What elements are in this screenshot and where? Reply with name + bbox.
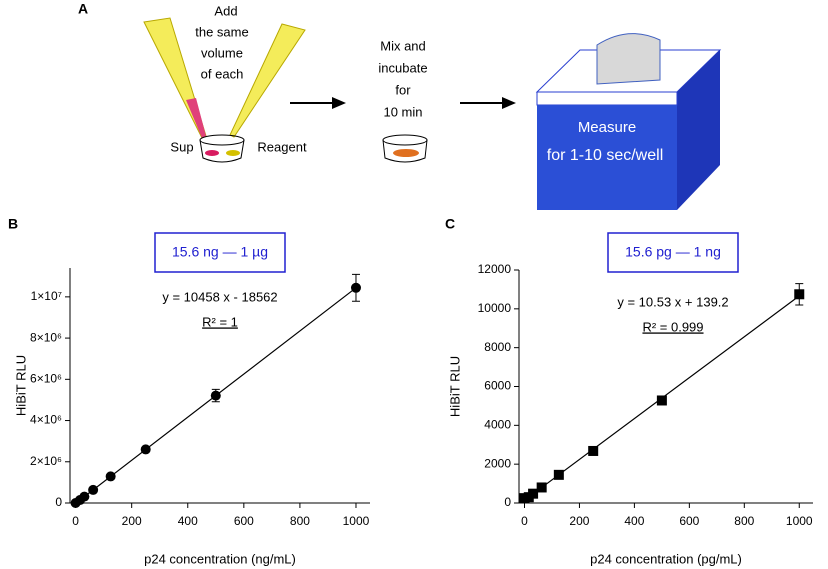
arrowhead	[332, 97, 346, 109]
y-tick-label: 0	[504, 495, 511, 509]
r-squared: R² = 0.999	[642, 319, 703, 334]
sup-label: Sup	[170, 139, 193, 154]
step1-text: of each	[201, 66, 244, 81]
reagent-label: Reagent	[257, 139, 307, 154]
y-tick-label: 6×10⁶	[30, 371, 62, 385]
step2-text: Mix and	[380, 38, 426, 53]
data-point	[88, 484, 99, 495]
y-tick-label: 10000	[478, 301, 512, 315]
arrowhead	[502, 97, 516, 109]
data-point	[528, 488, 539, 499]
range-label: 15.6 ng — 1 µg	[172, 244, 268, 260]
r-squared: R² = 1	[202, 314, 238, 329]
y-tick-label: 2×10⁶	[30, 454, 62, 468]
panel-label: A	[78, 1, 88, 17]
dish-rim	[199, 134, 245, 146]
dish	[199, 139, 245, 163]
y-axis-label: HiBiT RLU	[13, 355, 28, 416]
y-axis-label: HiBiT RLU	[447, 356, 462, 417]
x-axis-label: p24 concentration (pg/mL)	[590, 551, 742, 566]
step2-text: 10 min	[383, 104, 422, 119]
range-box	[154, 232, 286, 273]
data-point	[105, 471, 116, 482]
data-point	[588, 445, 599, 456]
dish-rim	[382, 134, 428, 146]
x-tick-label: 600	[679, 514, 699, 528]
x-tick-label: 0	[521, 514, 528, 528]
step1-text: Add	[214, 3, 237, 18]
reader-lid	[536, 91, 678, 106]
step3-text: for 1-10 sec/well	[547, 147, 664, 164]
data-point	[553, 469, 564, 480]
step2-text: incubate	[378, 60, 427, 75]
data-point	[210, 390, 221, 401]
x-tick-label: 1000	[343, 514, 370, 528]
y-tick-label: 12000	[478, 262, 512, 276]
x-tick-label: 800	[290, 514, 310, 528]
y-tick-label: 1×10⁷	[31, 289, 62, 303]
x-tick-label: 1000	[786, 514, 813, 528]
reader-side	[677, 50, 720, 210]
mix-drop	[393, 149, 419, 157]
pipette-left-liquid	[186, 98, 206, 138]
reader-cover	[596, 33, 661, 85]
range-label: 15.6 pg — 1 ng	[625, 244, 721, 260]
x-tick-label: 600	[234, 514, 254, 528]
fit-equation: y = 10.53 x + 139.2	[617, 294, 728, 309]
panel-label: B	[8, 216, 18, 232]
data-point	[79, 491, 90, 502]
data-point	[794, 289, 805, 300]
y-tick-label: 4×10⁶	[30, 413, 62, 427]
step1-text: the same	[195, 24, 248, 39]
x-tick-label: 400	[178, 514, 198, 528]
reagent-drop	[226, 150, 240, 156]
panel-label: C	[445, 216, 455, 232]
reader-front	[537, 105, 677, 210]
data-point	[140, 444, 151, 455]
x-tick-label: 400	[624, 514, 644, 528]
y-tick-label: 6000	[484, 379, 511, 393]
fit-equation: y = 10458 x - 18562	[162, 289, 277, 304]
step3-text: Measure	[578, 119, 636, 136]
step1-text: volume	[201, 45, 243, 60]
x-tick-label: 200	[122, 514, 142, 528]
pipette-right	[229, 23, 306, 138]
sup-drop	[205, 150, 219, 156]
y-tick-label: 0	[55, 495, 62, 509]
data-point	[536, 482, 547, 493]
x-axis-label: p24 concentration (ng/mL)	[144, 551, 296, 566]
x-tick-label: 200	[569, 514, 589, 528]
data-point	[656, 395, 667, 406]
x-tick-label: 0	[72, 514, 79, 528]
y-tick-label: 2000	[484, 456, 511, 470]
x-tick-label: 800	[734, 514, 754, 528]
data-point	[350, 282, 361, 293]
y-tick-label: 8×10⁶	[30, 330, 62, 344]
range-box	[607, 232, 739, 273]
y-tick-label: 4000	[484, 418, 511, 432]
step2-text: for	[395, 82, 411, 97]
y-tick-label: 8000	[484, 340, 511, 354]
